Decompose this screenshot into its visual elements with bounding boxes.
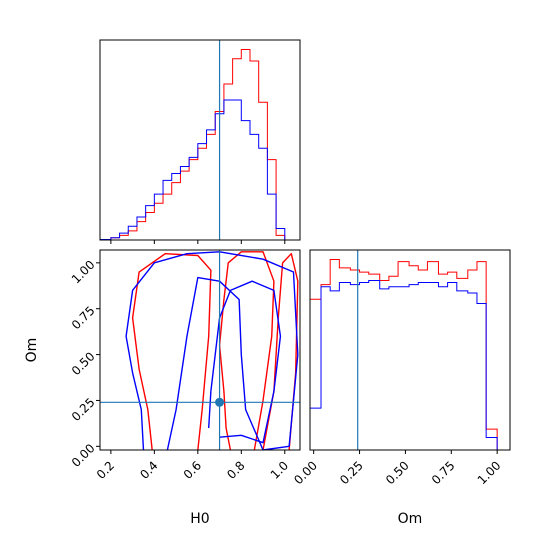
h0-xtick-label: 0.6 — [181, 458, 204, 481]
xlabel-h0: H0 — [190, 511, 209, 527]
axes-frame — [99, 39, 301, 241]
om-xtick-label: 0.25 — [337, 458, 366, 487]
contour-blue-3 — [125, 251, 299, 450]
h0-xtick-label: 0.8 — [224, 458, 247, 481]
om-hist-red — [309, 259, 498, 450]
contour-red-0 — [218, 251, 275, 450]
om-ytick-label: 0.50 — [69, 349, 98, 378]
panel-om-histogram: 0.00 0.25 0.50 0.75 1.00 — [291, 249, 511, 487]
xlabel-om: Om — [398, 511, 423, 527]
om-ytick-label: 0.75 — [69, 303, 98, 332]
h0-hist-red — [99, 49, 286, 241]
contour-red-2 — [262, 252, 299, 450]
om-ytick-label: 1.00 — [69, 258, 98, 287]
contour-red-1 — [131, 252, 212, 450]
om-xtick-label: 1.00 — [475, 458, 504, 487]
axes-frame — [99, 249, 301, 451]
om-ytick-label: 0.00 — [69, 441, 98, 470]
truth-marker — [215, 397, 225, 407]
panel-h0-om-contour: 0.2 0.4 0.6 0.8 1.0 0.00 0.25 0.50 0.75 1.00 — [69, 249, 301, 482]
om-xtick-label: 0.00 — [291, 458, 320, 487]
h0-xtick-label: 0.2 — [94, 458, 117, 481]
om-xtick-label: 0.50 — [383, 458, 412, 487]
h0-xtick-label: 1.0 — [268, 458, 291, 481]
h0-hist-blue — [99, 99, 286, 241]
om-hist-blue — [309, 279, 498, 450]
contour-blue-4 — [208, 280, 282, 444]
axes-frame — [309, 249, 511, 451]
panel-h0-histogram — [99, 39, 301, 244]
om-xtick-label: 0.75 — [429, 458, 458, 487]
h0-xtick-label: 0.4 — [137, 458, 160, 481]
ylabel-om: Om — [24, 338, 40, 363]
om-ytick-label: 0.25 — [69, 395, 98, 424]
